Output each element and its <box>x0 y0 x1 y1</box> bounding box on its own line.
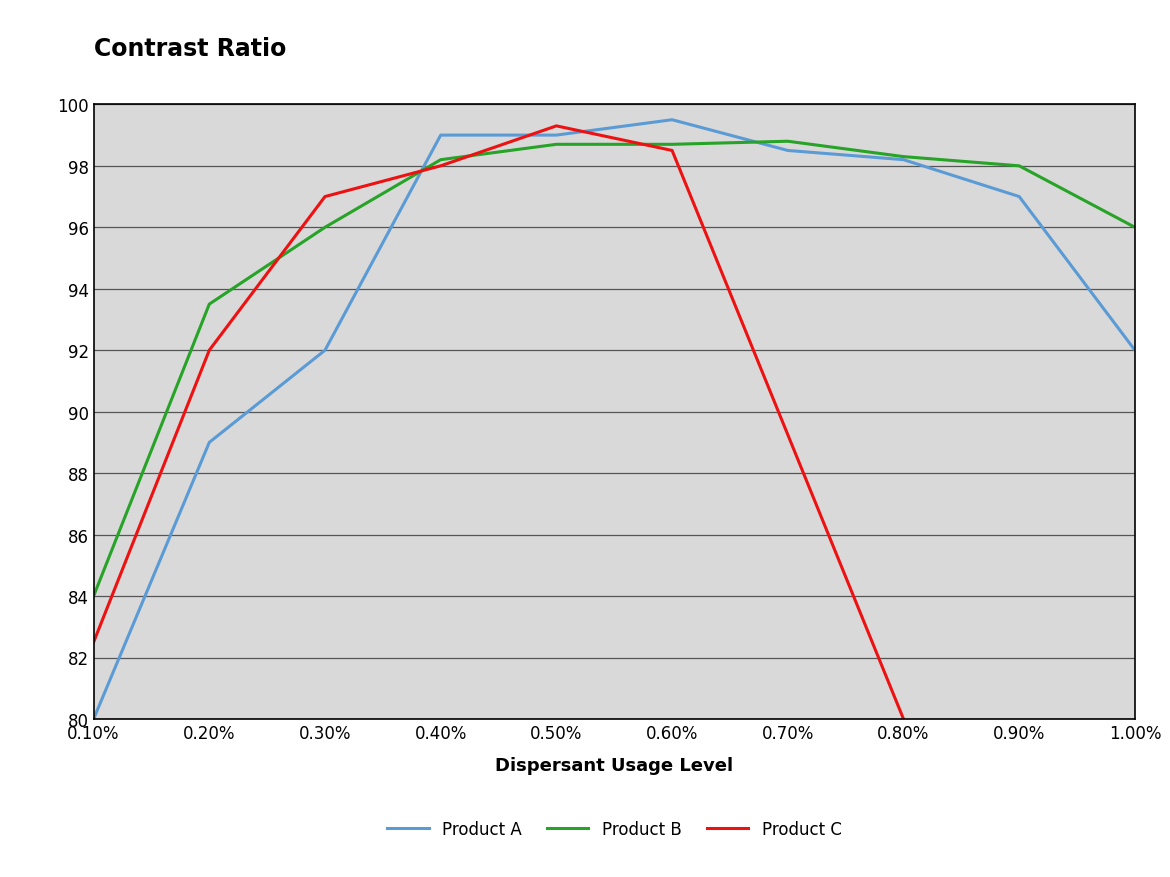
Product A <box>318 346 332 356</box>
Product C <box>550 121 564 132</box>
Product B <box>318 223 332 233</box>
Product A <box>87 714 101 724</box>
Product C <box>896 714 910 724</box>
Product B <box>434 155 448 166</box>
Line: Product C: Product C <box>94 126 903 719</box>
Product A <box>434 131 448 141</box>
Product A <box>1012 192 1026 203</box>
Product B <box>1012 161 1026 172</box>
X-axis label: Dispersant Usage Level: Dispersant Usage Level <box>495 756 734 774</box>
Product A <box>1128 346 1142 356</box>
Line: Product A: Product A <box>94 120 1135 719</box>
Product A <box>202 438 216 448</box>
Product A <box>665 115 679 125</box>
Product B <box>202 299 216 310</box>
Text: Contrast Ratio: Contrast Ratio <box>94 38 285 61</box>
Product B <box>896 153 910 163</box>
Product C <box>202 346 216 356</box>
Product B <box>780 137 794 147</box>
Product A <box>780 146 794 156</box>
Line: Product B: Product B <box>94 142 1135 596</box>
Product C <box>434 161 448 172</box>
Product A <box>550 131 564 141</box>
Product C <box>665 146 679 156</box>
Legend: Product A, Product B, Product C: Product A, Product B, Product C <box>380 813 848 845</box>
Product C <box>318 192 332 203</box>
Product B <box>665 139 679 150</box>
Product B <box>1128 223 1142 233</box>
Product B <box>87 591 101 602</box>
Product C <box>87 637 101 647</box>
Product A <box>896 155 910 166</box>
Product B <box>550 139 564 150</box>
